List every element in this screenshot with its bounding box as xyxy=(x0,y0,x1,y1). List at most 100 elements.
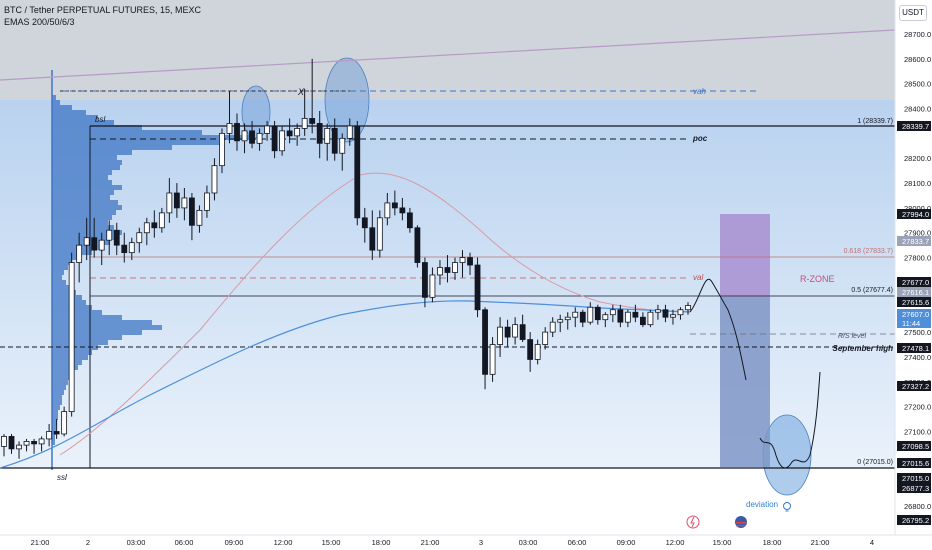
vah-label[interactable]: vah xyxy=(693,87,706,96)
x-mark-label[interactable]: X xyxy=(297,87,305,97)
price-badge[interactable]: 27833.7 xyxy=(897,236,931,246)
volume-profile-bar xyxy=(52,95,56,100)
candle-body xyxy=(406,212,413,229)
time-tick-label: 03:00 xyxy=(127,538,146,547)
price-badge[interactable]: 26795.2 xyxy=(897,515,931,525)
candle-body xyxy=(91,237,98,251)
price-badge-bg xyxy=(897,483,931,493)
price-badge[interactable]: 27677.0 xyxy=(897,277,931,287)
volume-profile-bar xyxy=(52,105,72,110)
price-tick-label: 27800.0 xyxy=(904,254,931,263)
candle-body xyxy=(557,319,564,323)
price-badge-bg xyxy=(897,318,931,328)
price-badge[interactable]: 27015.0 xyxy=(897,473,931,483)
candle-body xyxy=(369,227,376,251)
price-tick-label: 27400.0 xyxy=(904,353,931,362)
bsl-label[interactable]: bsl xyxy=(95,115,105,124)
candle xyxy=(399,197,406,221)
us-flag-event-icon[interactable] xyxy=(735,516,747,528)
candle-body xyxy=(264,125,270,134)
candle xyxy=(128,237,135,261)
price-badge[interactable]: 11:44 xyxy=(897,318,931,328)
volume-profile-bar xyxy=(52,125,142,130)
price-badge[interactable]: 27607.0 xyxy=(897,309,931,319)
candle xyxy=(98,232,105,266)
price-badge-bg xyxy=(897,343,931,353)
volume-profile-bar xyxy=(52,200,118,205)
candle xyxy=(354,120,361,226)
candle xyxy=(542,327,549,350)
time-tick-label: 09:00 xyxy=(225,538,244,547)
rs-level-label[interactable]: R/S level xyxy=(838,333,866,340)
time-tick-label: 12:00 xyxy=(274,538,293,547)
price-badge[interactable]: 27327.2 xyxy=(897,381,931,391)
time-tick-label: 2 xyxy=(86,538,90,547)
ema-slow-line xyxy=(59,172,691,456)
candle xyxy=(572,307,579,328)
volume-profile-bar xyxy=(52,425,56,430)
indicator-title[interactable]: EMAS 200/50/6/3 xyxy=(4,17,75,27)
candle xyxy=(369,210,376,261)
r-zone-box[interactable] xyxy=(720,214,770,297)
upper-trendline[interactable] xyxy=(0,29,896,81)
price-tick-label: 27200.0 xyxy=(904,403,931,412)
upper-range-zone xyxy=(0,0,895,100)
candle xyxy=(482,307,488,390)
volume-profile-bar xyxy=(52,310,102,315)
candle xyxy=(361,207,368,243)
currency-button[interactable]: USDT xyxy=(899,5,927,21)
fib-0-label[interactable]: 0 (27015.0) xyxy=(857,459,893,466)
poc-label[interactable]: poc xyxy=(692,134,708,143)
lightning-event-icon[interactable] xyxy=(686,515,700,529)
price-badge[interactable]: 27478.1 xyxy=(897,343,931,353)
price-badge[interactable]: 27615.6 xyxy=(897,297,931,307)
fib-05-label[interactable]: 0.5 (27677.4) xyxy=(851,287,893,294)
candle-body xyxy=(46,431,52,440)
volume-profile-bar xyxy=(52,100,60,105)
candle-body xyxy=(53,431,60,435)
candle-body xyxy=(587,306,594,323)
volume-profile-bar xyxy=(52,435,55,440)
fib-0618-label[interactable]: 0.618 (27833.7) xyxy=(844,248,893,255)
candle-body xyxy=(354,125,361,219)
symbol-title[interactable]: BTC / Tether PERPETUAL FUTURES, 15, MEXC xyxy=(4,5,202,15)
ssl-label[interactable]: ssl xyxy=(57,473,67,482)
val-label[interactable]: val xyxy=(693,273,703,282)
target-box[interactable] xyxy=(720,297,770,467)
candle xyxy=(46,424,52,447)
price-badge[interactable]: 28339.7 xyxy=(897,121,931,131)
price-tick-label: 27100.0 xyxy=(904,427,931,436)
r-zone-label[interactable]: R-ZONE xyxy=(800,274,835,284)
candle xyxy=(452,257,458,280)
volume-profile-bar xyxy=(52,405,60,410)
price-badge[interactable]: 27015.6 xyxy=(897,458,931,468)
price-badge-text: 27615.6 xyxy=(902,298,929,307)
price-badge[interactable]: 27994.0 xyxy=(897,209,931,219)
candle xyxy=(459,250,466,278)
projection-path[interactable] xyxy=(689,278,821,469)
deviation-label[interactable]: deviation xyxy=(746,500,778,509)
candle-body xyxy=(632,311,639,318)
candle-body xyxy=(437,267,443,276)
volume-profile-bar xyxy=(52,380,68,385)
price-badge[interactable]: 27616.1 xyxy=(897,287,931,297)
price-badge[interactable]: 26877.3 xyxy=(897,483,931,493)
price-badge-bg xyxy=(897,309,931,319)
volume-profile-bar xyxy=(52,340,108,345)
candle xyxy=(609,304,616,323)
volume-profile-bar xyxy=(52,120,114,125)
candle xyxy=(279,125,286,156)
fib-1-label[interactable]: 1 (28339.7) xyxy=(857,118,893,125)
price-tick-label: 28500.0 xyxy=(904,80,931,89)
candle xyxy=(632,304,639,323)
candle-body xyxy=(173,192,180,209)
candle xyxy=(301,88,308,136)
candle xyxy=(136,227,143,253)
candle-body xyxy=(256,132,263,144)
candle-body xyxy=(189,197,195,226)
price-badge[interactable]: 27098.5 xyxy=(897,441,931,451)
september-high-label[interactable]: September high xyxy=(833,344,894,353)
candle-body xyxy=(489,344,496,375)
